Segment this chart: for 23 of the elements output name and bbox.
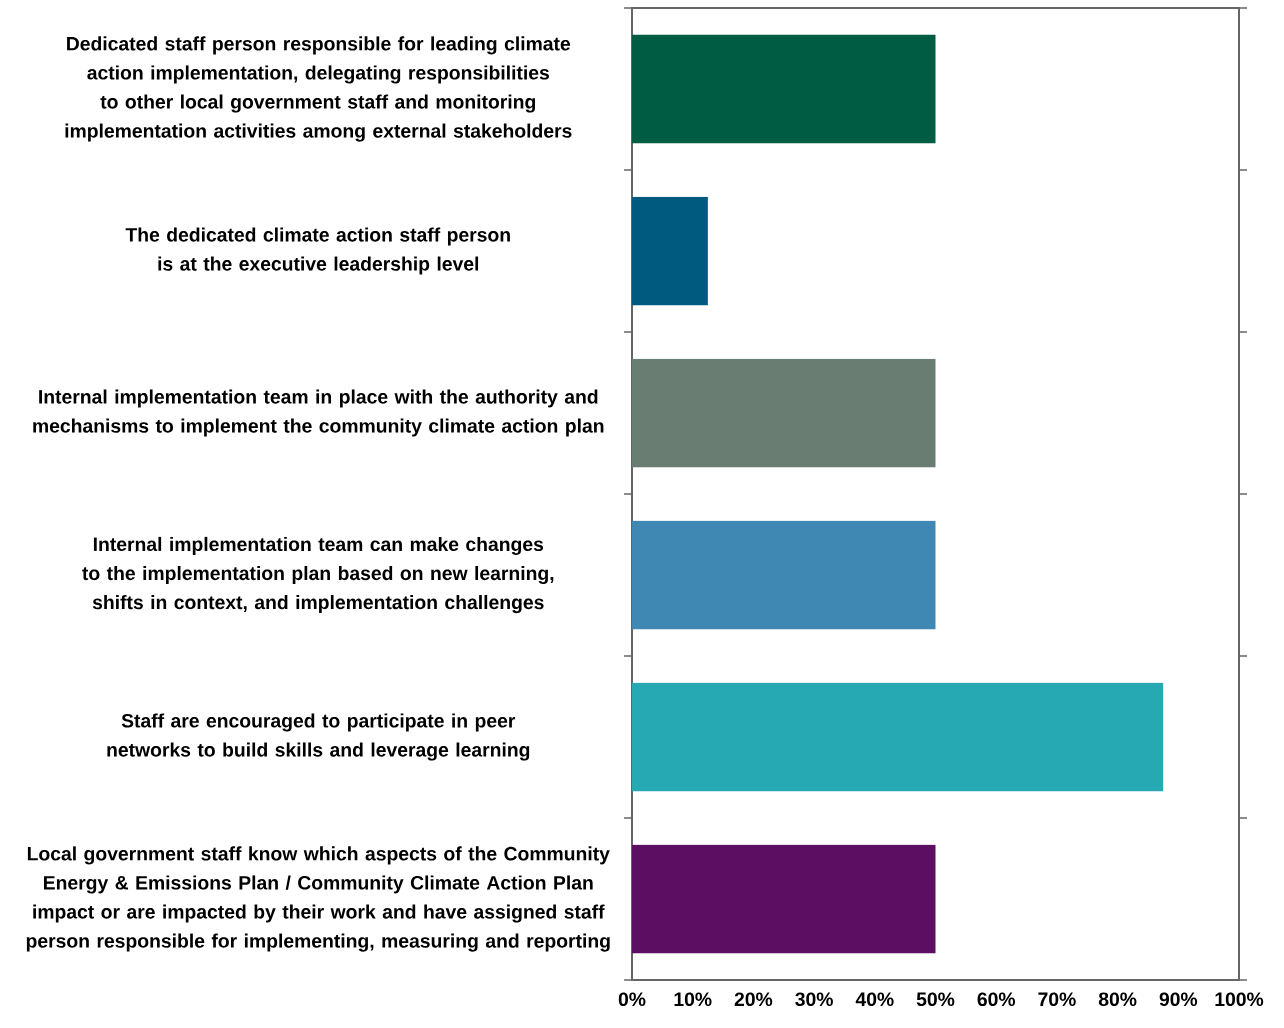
- bar: [632, 34, 936, 144]
- bar: [632, 520, 936, 630]
- x-tick-label: 0%: [618, 992, 646, 1007]
- x-tick-label: 30%: [795, 992, 833, 1007]
- bar: [632, 844, 936, 954]
- y-tick-label: Staff are encouraged to participate in peer networks to build skills and leverage learning: [107, 713, 530, 761]
- x-tick-label: 70%: [1038, 992, 1076, 1007]
- x-tick-label: 20%: [734, 992, 773, 1007]
- bar: [632, 682, 1164, 792]
- y-tick-label: Local government staff know which aspects of the Community Energy & Emissions Plan / Community Climate Action Plan impact or are impacted by their work and have assigned staff person responsible for implementing, measuring and reporting: [26, 846, 610, 952]
- y-tick-label: Internal implementation team in place with the authority and mechanisms to implement the community climate action plan: [33, 389, 604, 437]
- x-tick-label: 10%: [674, 992, 712, 1007]
- x-tick-label: 90%: [1159, 992, 1198, 1007]
- x-tick-label: 40%: [855, 992, 894, 1007]
- bar: [632, 358, 936, 468]
- y-tick-label: The dedicated climate action staff person is at the executive leadership level: [125, 227, 510, 275]
- x-tick-label: 100%: [1215, 992, 1264, 1007]
- x-tick-label: 80%: [1098, 992, 1137, 1007]
- y-tick-label: Dedicated staff person responsible for leading climate action implementation, delegating responsibilities to other local government staff and monitoring implementation activities among external stakeholders: [65, 36, 572, 142]
- bar: [632, 196, 708, 306]
- x-tick-label: 50%: [916, 992, 955, 1007]
- y-tick-label: Internal implementation team can make changes to the implementation plan based on new learning, shifts in context, and implementation challenges: [82, 536, 554, 614]
- x-tick-label: 60%: [977, 992, 1016, 1007]
